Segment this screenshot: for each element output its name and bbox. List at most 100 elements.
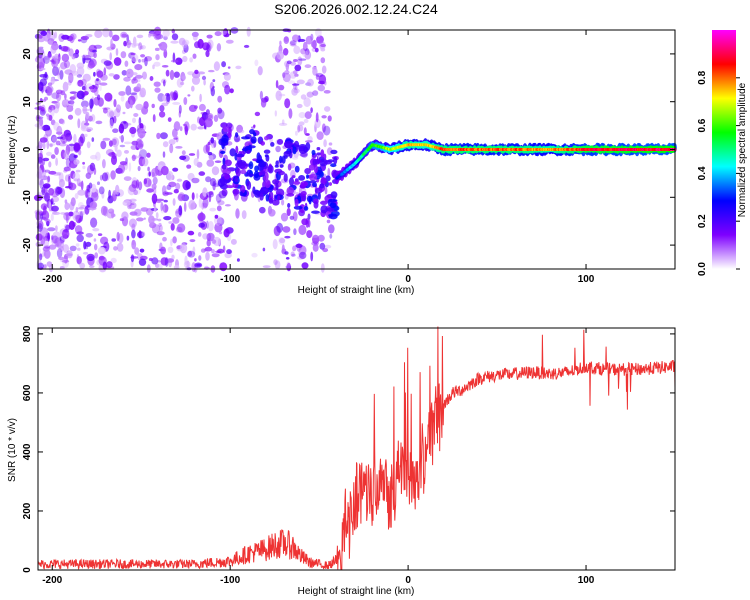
spectrogram-noise-cell (38, 140, 43, 150)
spectrogram-noise-cell (210, 87, 215, 97)
spectrogram-noise-cell (87, 192, 92, 196)
spectrogram-noise-cell (204, 246, 213, 252)
snr-y-tick-label: 800 (22, 325, 33, 342)
spectrogram-noise-cell (44, 245, 51, 249)
spectrogram-noise-cell (45, 113, 50, 117)
spectrogram-noise-cell (294, 73, 299, 77)
spectrogram-noise-cell (83, 91, 89, 96)
spectrogram-noise-cell (133, 113, 139, 117)
spectrogram-noise-cell (173, 71, 180, 78)
spectrogram-noise-cell (95, 120, 103, 125)
spectrogram-noise-cell (194, 69, 199, 75)
spectrogram-noise-cell (327, 115, 332, 122)
spectrogram-noise-cell (106, 261, 113, 269)
spectrogram-noise-cell (76, 66, 85, 76)
spectrogram-noise-cell (280, 212, 289, 222)
spectrogram-noise-cell (61, 53, 70, 63)
spectrogram-noise-cell (305, 35, 313, 45)
spectrogram-cluster-cell (234, 176, 239, 183)
spectrogram-noise-cell (205, 176, 212, 183)
spectrogram-noise-cell (166, 171, 174, 181)
spectrogram-noise-cell (119, 218, 125, 222)
spectrogram-noise-cell (217, 109, 225, 120)
spectrogram-noise-cell (296, 79, 305, 85)
spectrogram-noise-cell (293, 59, 298, 62)
spectrogram-noise-cell (298, 38, 306, 42)
spectrogram-noise-cell (151, 167, 159, 177)
spectrogram-cluster-cell (304, 168, 311, 175)
spectrogram-noise-cell (172, 167, 179, 172)
spectrogram-noise-cell (213, 114, 219, 122)
spectrogram-ridge-layer (334, 138, 677, 185)
spectrogram-noise-cell (184, 125, 188, 136)
spectrogram-cluster-cell (253, 170, 259, 179)
spectrogram-noise-cell (118, 91, 126, 96)
spectrogram-noise-cell (111, 154, 117, 166)
spectrogram-noise-cell (119, 161, 128, 166)
spectrogram-cluster-cell (272, 199, 280, 206)
spectrogram-cluster-cell (235, 132, 239, 138)
spectrogram-noise-cell (56, 171, 61, 175)
spectrogram-noise-cell (94, 29, 103, 39)
spectrogram-noise-cell (68, 211, 74, 217)
spectrogram-noise-cell (129, 126, 137, 135)
spectrogram-noise-cell (68, 220, 75, 230)
spectrogram-noise-cell (57, 240, 65, 249)
spectrogram-noise-cell (188, 153, 196, 156)
spectrogram-noise-cell (173, 90, 179, 100)
spectrogram-noise-cell (292, 83, 300, 86)
spectrogram-noise-cell (320, 57, 326, 64)
spectrogram-noise-cell (323, 125, 331, 136)
spectrogram-cluster-cell (283, 150, 291, 157)
spectrogram-noise-cell (50, 213, 54, 221)
spectrogram-noise-cell (275, 90, 282, 101)
spectrogram-noise-cell (293, 228, 297, 236)
spectrogram-cluster-cell (320, 200, 328, 205)
spectrogram-noise-cell (306, 91, 314, 98)
spectrogram-noise-cell (275, 145, 281, 153)
spectrogram-noise-cell (152, 114, 156, 123)
spectrogram-noise-cell (88, 115, 93, 122)
spectrogram-noise-cell (207, 141, 211, 146)
spectrogram-cluster-cell (291, 175, 296, 179)
spectrogram-noise-cell (39, 137, 48, 143)
spectrogram-noise-cell (93, 167, 97, 175)
spectrogram-cluster-cell (221, 134, 229, 143)
spectrogram-noise-cell (199, 116, 206, 127)
spectrogram-noise-cell (197, 232, 202, 237)
spectrogram-noise-cell (137, 253, 143, 261)
spectrogram-noise-cell (42, 158, 46, 166)
spectrogram-cluster-cell (311, 210, 320, 214)
spectrogram-noise-cell (143, 217, 146, 220)
spectrogram-noise-cell (63, 212, 71, 221)
spectrogram-noise-cell (217, 95, 223, 103)
spectrogram-noise-cell (62, 81, 69, 92)
spectrogram-noise-cell (315, 112, 319, 123)
spectrogram-noise-cell (212, 79, 216, 83)
spectrogram-noise-cell (243, 44, 250, 48)
spectrogram-noise-cell (85, 241, 92, 247)
spectrogram-noise-cell (165, 69, 170, 77)
spectrogram-noise-cell (71, 55, 76, 60)
spectrogram-noise-cell (112, 128, 119, 133)
spectrogram-noise-cell (187, 250, 193, 257)
spectrogram-noise-cell (227, 66, 231, 69)
spectrogram-noise-cell (55, 157, 58, 166)
spectrogram-noise-cell (62, 244, 69, 253)
spectrogram-noise-cell (186, 164, 192, 169)
spectrogram-noise-cell (160, 201, 164, 212)
spectrogram-noise-cell (253, 124, 256, 128)
spectrogram-noise-cell (157, 218, 162, 222)
spectrogram-noise-cell (303, 127, 307, 135)
spectrogram-noise-cell (90, 154, 98, 160)
spectrogram-noise-cell (203, 79, 206, 86)
spectrogram-noise-cell (37, 220, 44, 230)
spectrogram-noise-cell (63, 169, 68, 173)
spectrogram-noise-cell (298, 112, 306, 119)
spectrogram-noise-cell (152, 176, 158, 185)
colorbar-ticks: 0.0 0.2 0.4 0.6 0.8 (697, 70, 740, 276)
colorbar-tick-label: 0.6 (697, 118, 708, 132)
spectrogram-cluster-cell (316, 147, 321, 151)
spectrogram-noise-cell (48, 244, 57, 250)
spectrogram-noise-cell (85, 111, 90, 120)
